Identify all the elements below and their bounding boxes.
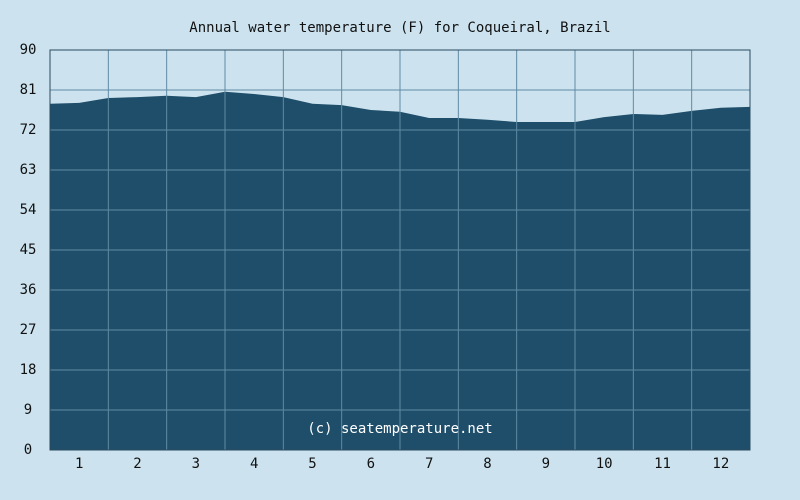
x-tick-label: 3	[192, 456, 200, 472]
x-tick-label: 11	[654, 456, 671, 472]
y-tick-label: 18	[20, 362, 37, 378]
y-tick-label: 72	[20, 122, 37, 138]
annotation: (c) seatemperature.net	[307, 421, 492, 437]
x-tick-label: 2	[133, 456, 141, 472]
plot-frame	[49, 49, 751, 451]
x-tick-label: 10	[596, 456, 613, 472]
x-tick-label: 1	[75, 456, 83, 472]
y-tick-label: 45	[20, 242, 37, 258]
y-tick-label: 0	[24, 442, 32, 458]
x-tick-label: 6	[367, 456, 375, 472]
y-tick-label: 9	[24, 402, 32, 418]
y-tick-label: 54	[20, 202, 37, 218]
x-tick-label: 9	[542, 456, 550, 472]
x-tick-label: 8	[483, 456, 491, 472]
y-tick-label: 63	[20, 162, 37, 178]
x-tick-label: 7	[425, 456, 433, 472]
x-tick-label: 5	[308, 456, 316, 472]
y-tick-label: 36	[20, 282, 37, 298]
x-tick-label: 4	[250, 456, 258, 472]
y-tick-label: 81	[20, 82, 37, 98]
x-tick-label: 12	[712, 456, 729, 472]
y-tick-label: 90	[20, 42, 37, 58]
y-tick-label: 27	[20, 322, 37, 338]
chart-title: Annual water temperature (F) for Coqueir…	[189, 20, 610, 36]
